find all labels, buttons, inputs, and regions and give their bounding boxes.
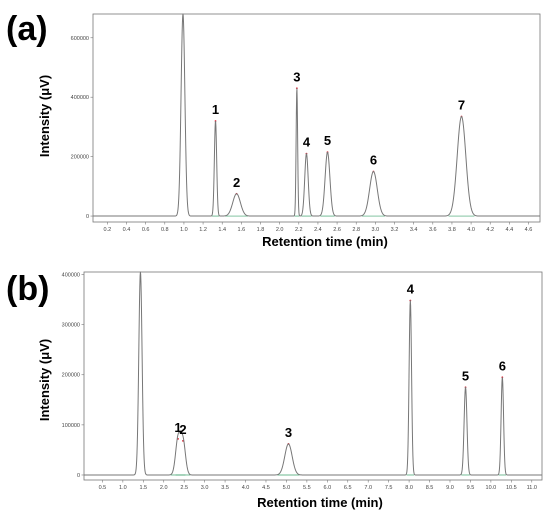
peak-label: 5 [462, 368, 469, 383]
peak-label: 4 [303, 135, 311, 150]
x-tick-label: 7.5 [385, 485, 393, 491]
x-tick-label: 0.8 [161, 227, 169, 233]
x-tick-label: 2.0 [160, 485, 168, 491]
panel-a-x-axis-title: Retention time (min) [262, 234, 388, 249]
x-tick-label: 3.2 [391, 227, 399, 233]
panel-a: (a) Intensity (μV) Retention time (min) … [6, 10, 541, 249]
x-tick-label: 1.5 [139, 485, 147, 491]
x-tick-label: 2.8 [352, 227, 360, 233]
x-tick-label: 3.4 [410, 227, 418, 233]
x-tick-label: 8.0 [405, 485, 413, 491]
x-tick-label: 2.2 [295, 227, 303, 233]
panel-a-letter: (a) [6, 10, 48, 48]
x-tick-label: 5.0 [283, 485, 291, 491]
x-tick-label: 3.0 [201, 485, 209, 491]
x-tick-label: 3.6 [429, 227, 437, 233]
peak-label: 1 [174, 420, 181, 435]
x-tick-label: 7.0 [364, 485, 372, 491]
y-tick-label: 100000 [62, 423, 80, 429]
peak-label: 2 [179, 422, 186, 437]
y-tick-label: 200000 [71, 155, 89, 161]
y-tick-label: 0 [86, 214, 89, 220]
peak-label: 7 [458, 98, 465, 113]
x-tick-label: 4.4 [506, 227, 514, 233]
x-tick-label: 0.5 [99, 485, 107, 491]
y-tick-label: 400000 [71, 95, 89, 101]
panel-b-letter: (b) [6, 270, 49, 308]
x-tick-label: 4.5 [262, 485, 270, 491]
panel-a-chromatogram-trace [92, 13, 541, 217]
peak-label: 4 [407, 282, 415, 297]
x-tick-label: 6.5 [344, 485, 352, 491]
x-tick-label: 11.0 [527, 485, 537, 491]
panel-b-ticks: 0.5 1.0 1.5 2.0 2.5 3.0 3.5 4.0 4.5 5.0 5.5 6.0 6.5 7… [62, 273, 537, 491]
x-tick-label: 2.6 [333, 227, 341, 233]
x-tick-label: 3.5 [221, 485, 229, 491]
x-tick-label: 0.6 [142, 227, 150, 233]
peak-label: 2 [233, 175, 240, 190]
x-tick-label: 0.4 [123, 227, 131, 233]
panel-a-y-axis-title: Intensity (μV) [37, 75, 52, 157]
x-tick-label: 4.0 [242, 485, 250, 491]
x-tick-label: 4.6 [525, 227, 533, 233]
panel-a-ticks: 0.2 0.4 0.6 0.8 1.0 1.2 1.4 1.6 1.8 2.0 2.2 2.4 2.6 2… [71, 36, 533, 233]
x-tick-label: 1.0 [180, 227, 188, 233]
x-tick-label: 6.0 [323, 485, 331, 491]
panel-b-x-axis-title: Retention time (min) [257, 495, 383, 510]
y-tick-label: 600000 [71, 36, 89, 42]
x-tick-label: 5.5 [303, 485, 311, 491]
peak-label: 1 [212, 102, 219, 117]
x-tick-label: 1.4 [218, 227, 226, 233]
x-tick-label: 3.8 [448, 227, 456, 233]
x-tick-label: 8.5 [426, 485, 434, 491]
panel-a-peak-labels: 1 2 3 4 5 6 7 [212, 69, 465, 189]
panel-a-integration-baselines [212, 87, 475, 217]
y-tick-label: 300000 [62, 323, 80, 329]
peak-label: 5 [324, 133, 331, 148]
x-tick-label: 1.8 [257, 227, 265, 233]
x-tick-label: 2.4 [314, 227, 322, 233]
panel-b-peak-labels: 12 3 4 5 6 [174, 282, 506, 440]
x-tick-label: 10.5 [506, 485, 517, 491]
x-tick-label: 1.0 [119, 485, 127, 491]
panel-b-integration-baselines [170, 299, 507, 476]
panel-a-plot-frame [92, 13, 541, 223]
y-tick-label: 400000 [62, 273, 80, 279]
x-tick-label: 9.5 [467, 485, 475, 491]
panel-b-plot-frame [83, 271, 543, 481]
x-tick-label: 10.0 [486, 485, 497, 491]
x-tick-label: 4.0 [467, 227, 475, 233]
peak-label: 6 [499, 358, 506, 373]
panel-b: (b) Intensity (μV) Retention time (min) … [6, 270, 543, 510]
x-tick-label: 2.5 [180, 485, 188, 491]
x-tick-label: 1.6 [238, 227, 246, 233]
peak-label: 3 [293, 69, 300, 84]
x-tick-label: 1.2 [199, 227, 207, 233]
x-tick-label: 2.0 [276, 227, 284, 233]
peak-label: 3 [285, 425, 292, 440]
peak-label: 6 [370, 152, 377, 167]
panel-b-chromatogram-trace [83, 271, 543, 476]
x-tick-label: 4.2 [486, 227, 494, 233]
y-tick-label: 0 [77, 473, 80, 479]
x-tick-label: 3.0 [372, 227, 380, 233]
y-tick-label: 200000 [62, 373, 80, 379]
x-tick-label: 9.0 [446, 485, 454, 491]
x-tick-label: 0.2 [104, 227, 112, 233]
panel-b-y-axis-title: Intensity (μV) [37, 339, 52, 421]
